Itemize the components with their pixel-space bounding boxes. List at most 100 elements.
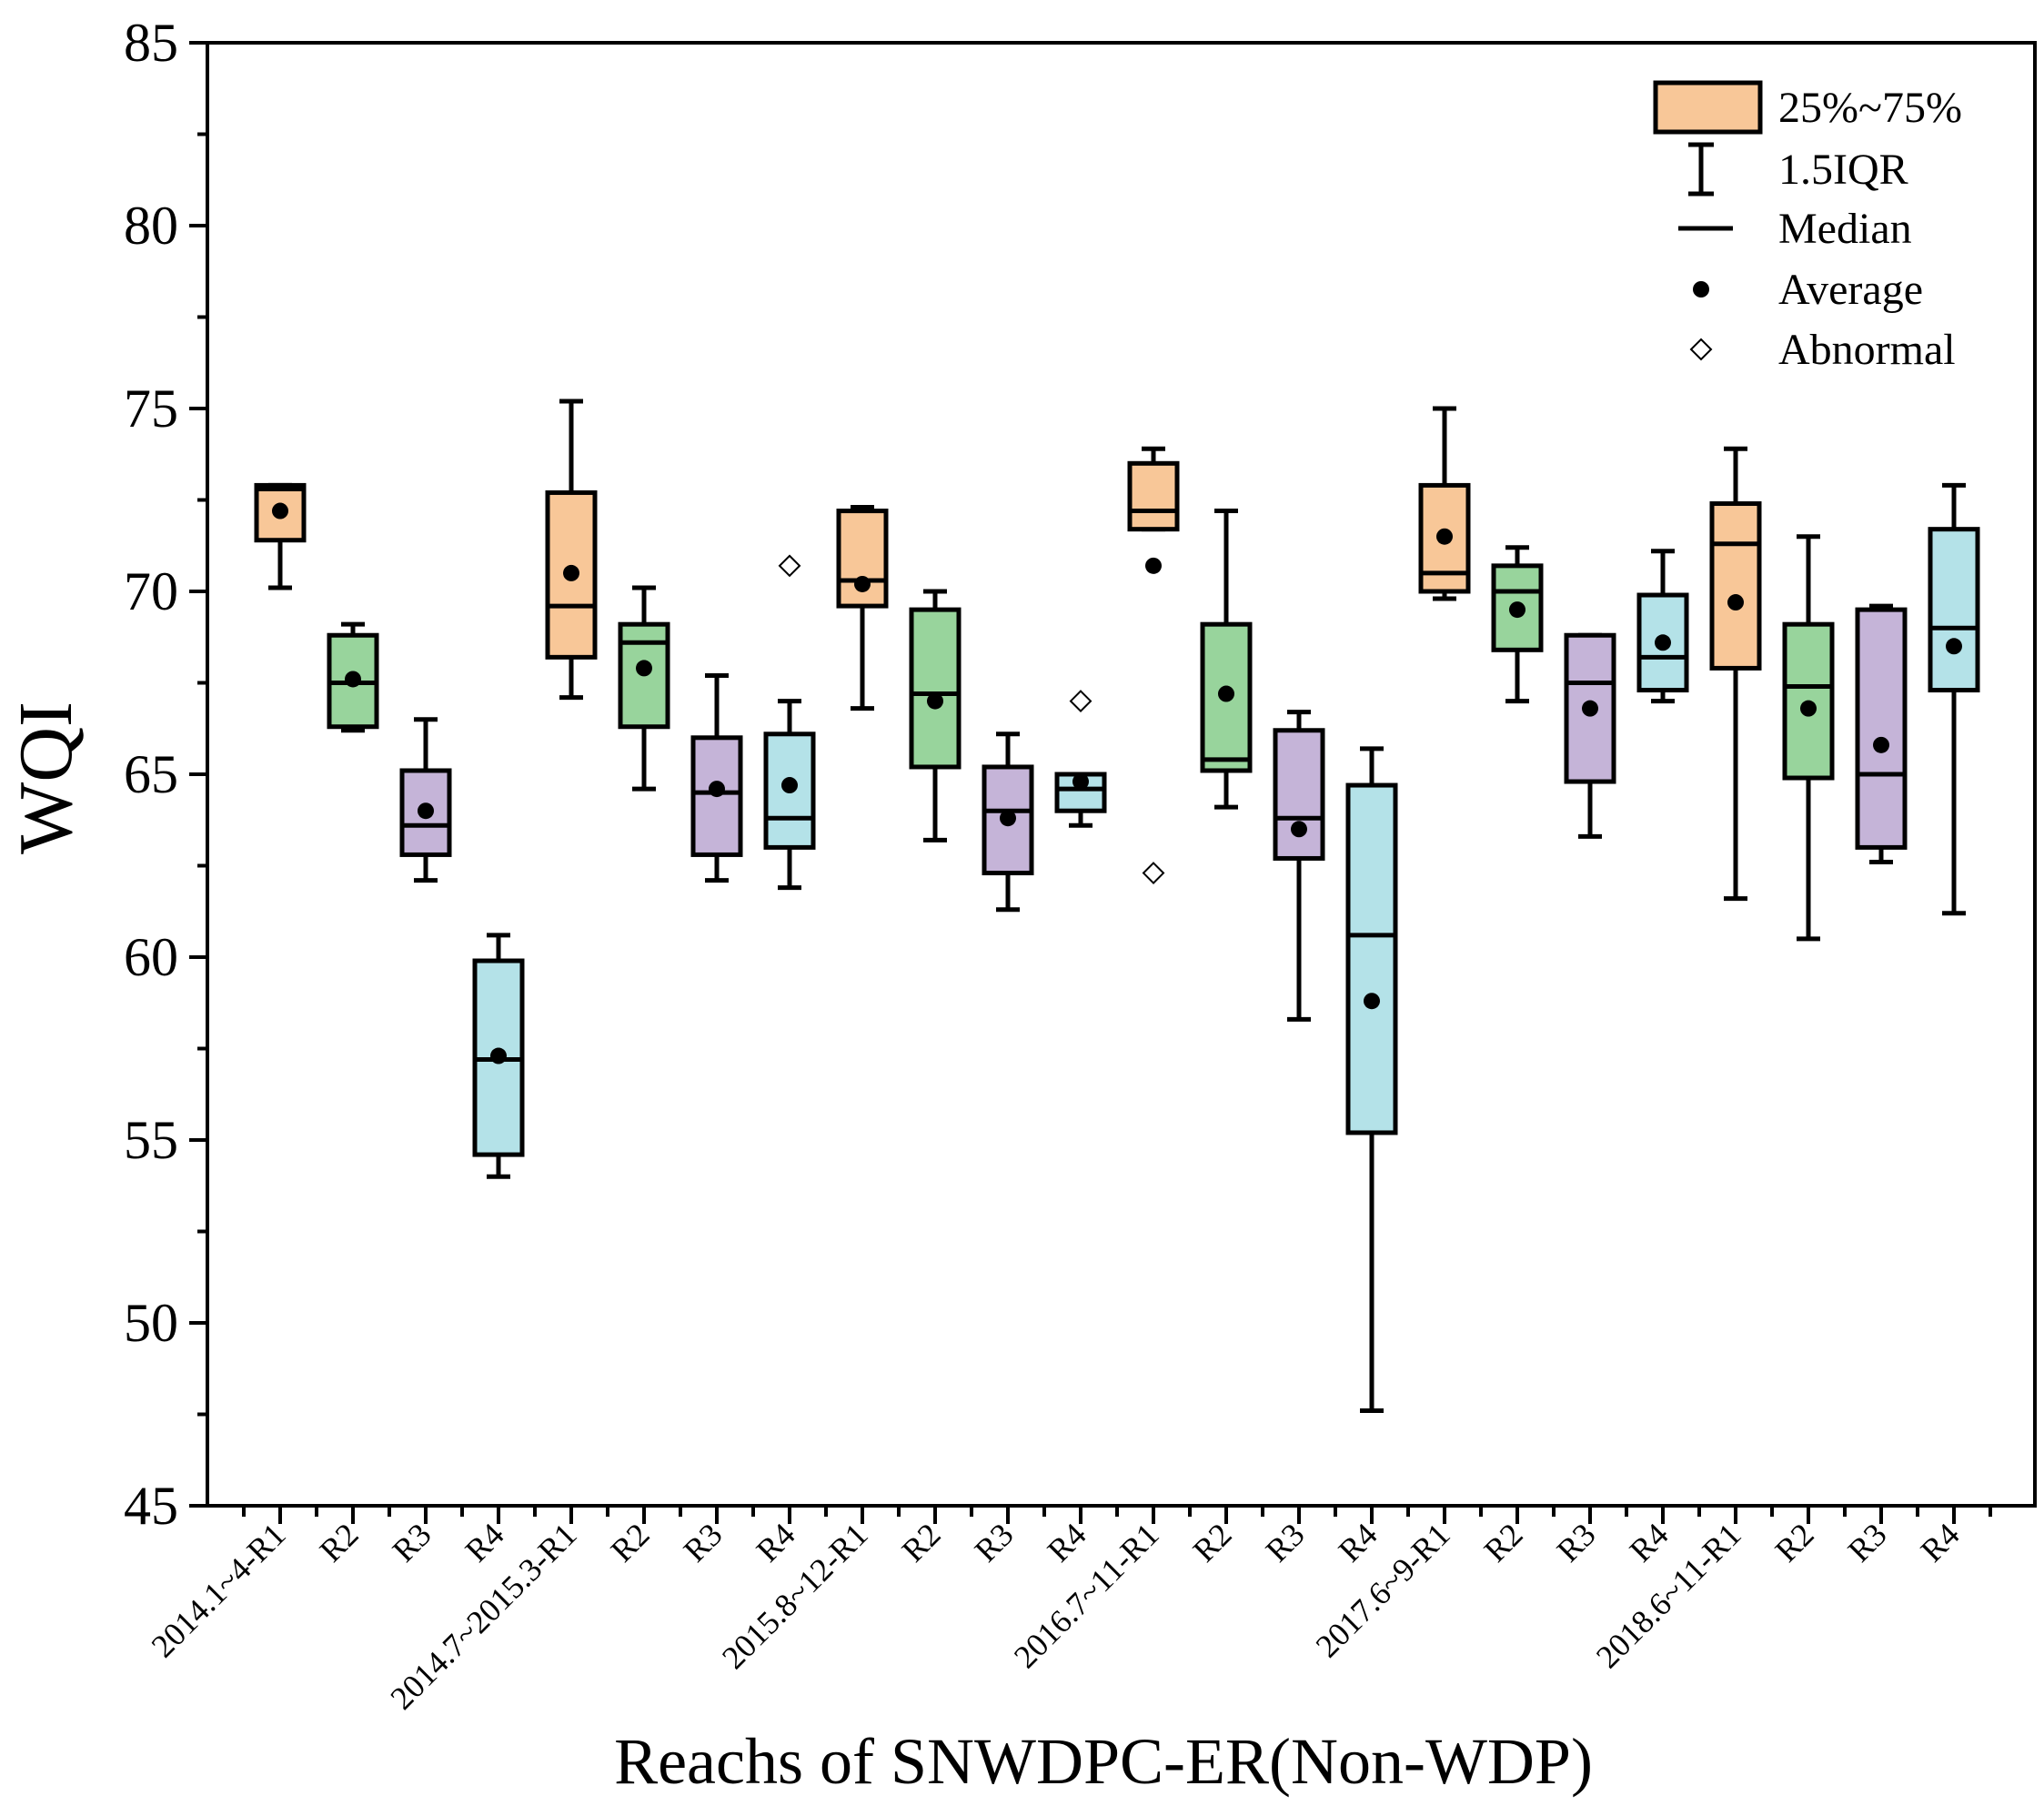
box-group-10 (909, 589, 962, 842)
mean-dot (1000, 810, 1016, 827)
x-tick-label: R2 (313, 1516, 366, 1569)
box-group-17 (1418, 406, 1471, 601)
x-tick-label: R4 (1623, 1516, 1676, 1569)
legend-label: Median (1778, 205, 1912, 253)
outlier-diamond (778, 554, 801, 578)
iqr-box (1200, 621, 1253, 773)
legend-item-1: 25%~75% (1653, 80, 1962, 135)
box-group-12 (1054, 690, 1107, 828)
mean-dot (418, 802, 434, 820)
legend-item-2: 1.5IQR (1688, 142, 1908, 197)
box-group-15 (1273, 710, 1325, 1022)
x-tick-label: R2 (1477, 1516, 1530, 1569)
x-tick-label: R4 (1041, 1516, 1093, 1569)
mean-dot (854, 575, 871, 592)
box-group-21 (1709, 446, 1762, 902)
mean-dot (1946, 638, 1962, 655)
y-tick-label: 55 (124, 1110, 178, 1170)
x-tick-label: R3 (386, 1516, 438, 1569)
x-tick-label: R3 (1259, 1516, 1312, 1569)
mean-dot (272, 502, 288, 520)
box-group-7 (690, 672, 743, 883)
mean-dot (1145, 557, 1162, 574)
mean-dot (490, 1047, 507, 1064)
box-group-1 (254, 482, 307, 590)
mean-dot (1436, 528, 1453, 545)
mean-dot (1655, 634, 1671, 651)
iqr-box (1273, 728, 1325, 861)
y-tick-label: 50 (124, 1293, 178, 1353)
x-tick-label: 2014.1~4-R1 (145, 1516, 293, 1664)
x-axis-title: Reachs of SNWDPC-ER(Non-WDP) (614, 1725, 1593, 1798)
mean-dot (1291, 821, 1307, 838)
iqr-box (982, 764, 1034, 876)
mean-dot (1800, 700, 1817, 717)
legend-box-swatch (1653, 80, 1763, 135)
x-tick-label: R2 (1768, 1516, 1821, 1569)
iqr-box (1345, 782, 1398, 1135)
box-group-11 (982, 731, 1034, 913)
iqr-box (1709, 501, 1762, 671)
y-tick-label: 85 (124, 13, 178, 73)
mean-dot (1582, 700, 1598, 717)
x-tick-label: R2 (1186, 1516, 1239, 1569)
mean-dot (636, 660, 652, 677)
mean-dot (1727, 594, 1744, 611)
x-tick-label: R3 (677, 1516, 730, 1569)
iqr-box (1928, 527, 1980, 693)
box-group-9 (836, 505, 889, 711)
mean-dot (345, 671, 361, 688)
legend-item-3: Median (1678, 205, 1912, 253)
box-group-22 (1782, 534, 1835, 942)
box-group-23 (1855, 603, 1908, 864)
outlier-diamond (1069, 690, 1092, 713)
mean-dot (781, 777, 798, 794)
y-tick-label: 75 (124, 378, 178, 439)
legend-mean-symbol (1693, 281, 1709, 298)
x-tick-label: R2 (895, 1516, 948, 1569)
plot-frame (206, 41, 2037, 1508)
y-tick-label: 65 (124, 744, 178, 804)
legend-item-4: Average (1693, 266, 1923, 314)
outlier-diamond (1142, 862, 1165, 884)
box-group-4 (472, 933, 525, 1179)
legend-label: Average (1778, 266, 1923, 314)
mean-dot (1873, 736, 1889, 753)
iqr-box (1855, 607, 1908, 850)
box-group-18 (1491, 545, 1544, 704)
y-tick-label: 60 (124, 927, 178, 987)
box-group-16 (1345, 746, 1398, 1413)
box-group-2 (327, 621, 379, 733)
iqr-box (1127, 460, 1180, 532)
mean-dot (709, 781, 725, 798)
mean-dot (1364, 993, 1380, 1010)
box-group-3 (399, 717, 452, 883)
legend-label: Abnormal (1778, 326, 1956, 374)
mean-dot (927, 692, 943, 710)
box-group-13 (1127, 446, 1180, 884)
y-tick-label: 45 (124, 1476, 178, 1536)
mean-dot (1509, 601, 1525, 619)
box-group-6 (618, 585, 670, 792)
x-tick-label: R4 (458, 1516, 511, 1569)
legend-item-5: Abnormal (1689, 326, 1956, 374)
box-group-20 (1636, 549, 1689, 704)
box-group-19 (1564, 632, 1616, 839)
box-series (254, 399, 1980, 1413)
x-tick-label: 2017.6~9-R1 (1309, 1516, 1457, 1664)
iqr-box (909, 607, 962, 770)
mean-dot (1218, 685, 1234, 702)
legend-label: 25%~75% (1778, 84, 1962, 132)
x-tick-label: R4 (750, 1516, 802, 1569)
mean-dot (1072, 773, 1089, 791)
box-group-5 (545, 399, 598, 701)
legend-label: 1.5IQR (1778, 146, 1908, 194)
legend: 25%~75% 1.5IQR Median Average Abnormal (1653, 80, 1962, 374)
box-group-14 (1200, 509, 1253, 810)
x-tick-label: R4 (1914, 1516, 1967, 1569)
y-tick-label: 80 (124, 196, 178, 256)
y-tick-label: 70 (124, 561, 178, 621)
mean-dot (563, 564, 579, 581)
